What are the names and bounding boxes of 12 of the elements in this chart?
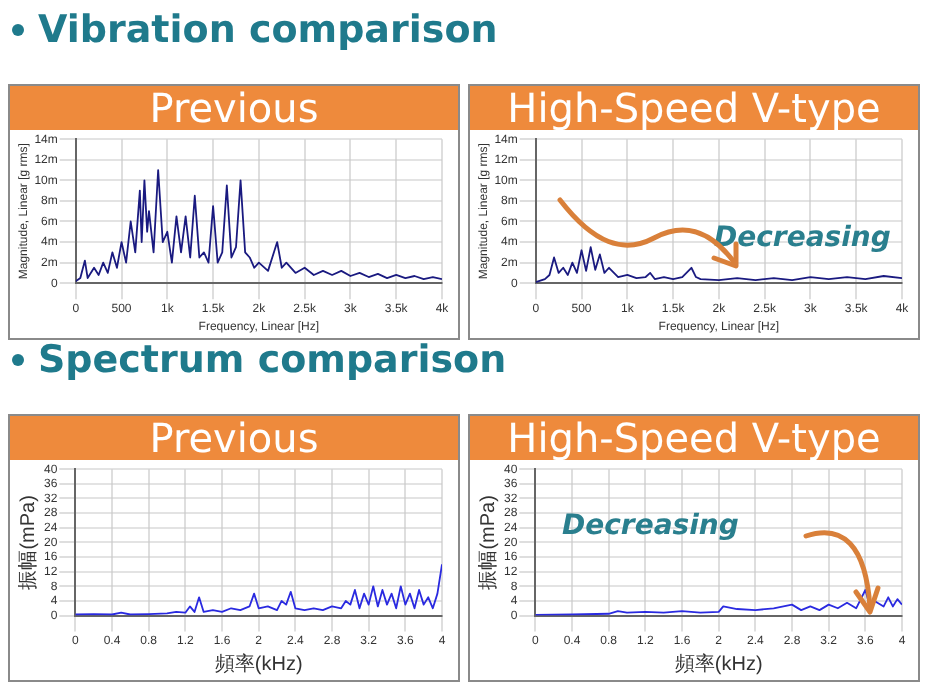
text: Vibration comparison xyxy=(38,8,498,52)
x-axis-title: 頻率(kHz) xyxy=(674,651,763,676)
y-axis-title: 振幅(mPa) xyxy=(475,495,500,590)
x-axis-title: 頻率(kHz) xyxy=(214,651,303,676)
chart-title: High-Speed V-type xyxy=(470,414,918,462)
chart-title: High-Speed V-type xyxy=(470,84,918,132)
chart-title: Previous xyxy=(10,84,458,132)
annotation: Decreasing xyxy=(714,222,891,254)
text: Spectrum comparison xyxy=(38,338,507,382)
annotation: Decreasing xyxy=(562,510,739,542)
chart-title: Previous xyxy=(10,414,458,462)
y-axis-title: 振幅(mPa) xyxy=(15,495,40,590)
